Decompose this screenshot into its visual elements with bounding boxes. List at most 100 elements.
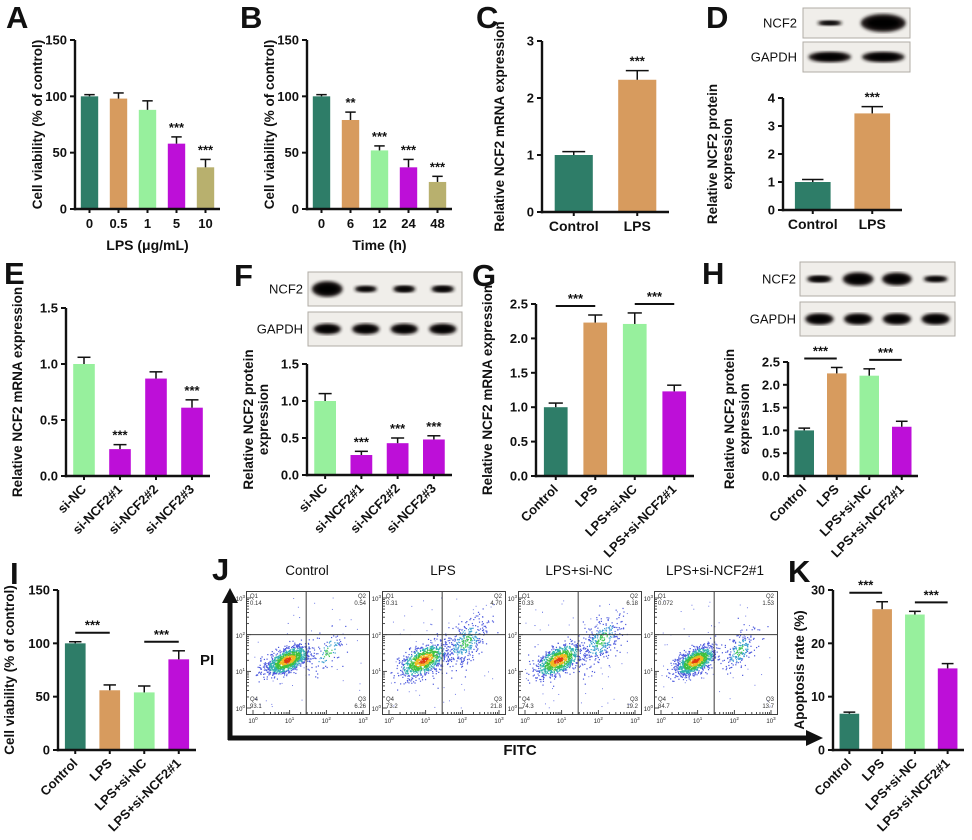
y-axis-label: expression <box>737 383 752 454</box>
y-tick-label: 0.0 <box>510 469 528 484</box>
flow-y-tick-label: 103 <box>507 594 517 603</box>
blot-band-core <box>316 284 339 294</box>
bar <box>167 143 186 209</box>
flow-y-tick-label: 102 <box>507 630 517 640</box>
panel-letter-b: B <box>240 0 263 35</box>
category-label: 12 <box>372 216 386 231</box>
flow-x-tick-label: 101 <box>693 716 703 725</box>
bar <box>181 407 203 476</box>
flow-x-tick-label: 100 <box>384 716 394 725</box>
bar <box>73 364 95 476</box>
quadrant-q4-label: Q4 73.2 <box>386 697 398 710</box>
y-tick-label: 150 <box>277 33 299 48</box>
significance-stars: *** <box>878 345 894 360</box>
flow-x-tick-label: 101 <box>285 716 295 725</box>
y-axis-label: expression <box>256 384 271 455</box>
category-label: 1 <box>144 216 151 231</box>
bar <box>872 609 892 750</box>
flow-x-tick-label: 103 <box>358 716 368 725</box>
x-axis-label: Time (h) <box>352 237 406 253</box>
y-tick-label: 0 <box>527 205 534 220</box>
bar <box>794 182 831 210</box>
y-tick-label: 1.5 <box>762 400 780 415</box>
y-tick-label: 50 <box>285 145 299 160</box>
significance-stars: *** <box>372 129 388 144</box>
bar <box>892 426 912 476</box>
category-label: LPS <box>624 218 651 234</box>
bar <box>399 167 418 209</box>
bar-chart-ncf2-protein-sirna: si-NC***si-NCF2#1***si-NCF2#2***si-NCF2#… <box>241 349 452 536</box>
y-tick-label: 0.0 <box>40 469 58 484</box>
category-label: 0 <box>86 216 93 231</box>
blot-band-core <box>357 286 374 292</box>
blot-band-core <box>814 53 845 61</box>
y-axis-label: Relative NCF2 protein <box>705 84 720 224</box>
flow-y-tick-label: 102 <box>643 630 653 640</box>
quadrant-q4-label: Q4 74.3 <box>522 697 534 710</box>
category-label: 6 <box>347 216 354 231</box>
flow-axis-arrows <box>222 588 823 746</box>
western-blot-h: NCF2 GAPDH <box>750 261 956 337</box>
bar <box>794 430 814 476</box>
y-tick-label: 0.0 <box>762 469 780 484</box>
y-tick-label: 100 <box>45 89 67 104</box>
quadrant-q1-label: Q1 0.14 <box>250 594 262 607</box>
y-tick-label: 1.0 <box>281 394 299 409</box>
flow-x-tick-label: 102 <box>321 716 331 725</box>
y-tick-label: 1.5 <box>510 365 528 380</box>
category-label: LPS <box>813 481 842 510</box>
flow-y-tick-label: 101 <box>371 667 381 677</box>
bar-chart-ncf2-mrna-sirna: si-NC***si-NCF2#1si-NCF2#2***si-NCF2#30.… <box>10 287 210 537</box>
quadrant-q2-label: Q2 0.54 <box>354 594 366 607</box>
blot-band-core <box>434 286 452 292</box>
significance-stars: *** <box>426 419 442 434</box>
flow-y-tick-label: 100 <box>507 704 517 713</box>
quadrant-q2-label: Q2 4.70 <box>490 594 502 607</box>
flow-y-tick-label: 103 <box>643 594 653 603</box>
significance-stars: *** <box>85 618 101 633</box>
y-tick-label: 1.0 <box>762 423 780 438</box>
flow-x-tick-label: 103 <box>494 716 504 725</box>
bar <box>196 167 215 209</box>
significance-stars: *** <box>568 291 584 306</box>
western-blot-d: NCF2 GAPDH <box>751 7 911 73</box>
flow-x-tick-label: 100 <box>248 716 258 725</box>
flow-scatter-canvas <box>655 592 777 714</box>
flow-title-lps: LPS <box>430 563 456 578</box>
flow-y-tick-label: 100 <box>371 704 381 713</box>
blot-protein-label: NCF2 <box>269 282 303 297</box>
y-axis-label: Cell viability (% of control) <box>30 40 45 210</box>
blot-band-core <box>317 325 338 333</box>
fitc-axis-arrowhead-icon <box>806 730 823 746</box>
blot-band-core <box>355 325 376 333</box>
panel-letter-g: G <box>472 258 497 293</box>
flow-y-tick-label: 101 <box>507 667 517 677</box>
blot-band-core <box>820 21 839 25</box>
y-axis-label: Cell viability (% of control) <box>2 585 17 755</box>
flow-y-tick-label: 103 <box>371 594 381 603</box>
bar <box>64 643 86 750</box>
flow-x-tick-label: 102 <box>593 716 603 725</box>
blot-protein-label: GAPDH <box>257 322 303 337</box>
y-tick-label: 1.5 <box>281 357 299 372</box>
panel-letter-j: J <box>212 552 230 587</box>
flow-x-tick-label: 101 <box>421 716 431 725</box>
y-tick-label: 0.5 <box>40 413 58 428</box>
significance-stars: *** <box>401 142 417 157</box>
blot-band-core <box>926 276 945 282</box>
flow-x-tick-label: 102 <box>457 716 467 725</box>
y-tick-label: 0 <box>292 202 299 217</box>
bar <box>839 713 860 750</box>
bar <box>99 690 121 750</box>
panel-letter-e: E <box>4 256 25 291</box>
significance-stars: *** <box>390 421 406 436</box>
blot-band-core <box>886 315 908 323</box>
y-tick-label: 50 <box>53 145 67 160</box>
blot-protein-label: GAPDH <box>751 50 797 65</box>
y-tick-label: 2.5 <box>510 297 528 312</box>
blot-band-core <box>847 315 869 323</box>
flow-y-tick-label: 101 <box>235 667 245 677</box>
y-axis-label: Relative NCF2 mRNA expression <box>10 287 25 497</box>
blot-band-core <box>847 274 870 284</box>
